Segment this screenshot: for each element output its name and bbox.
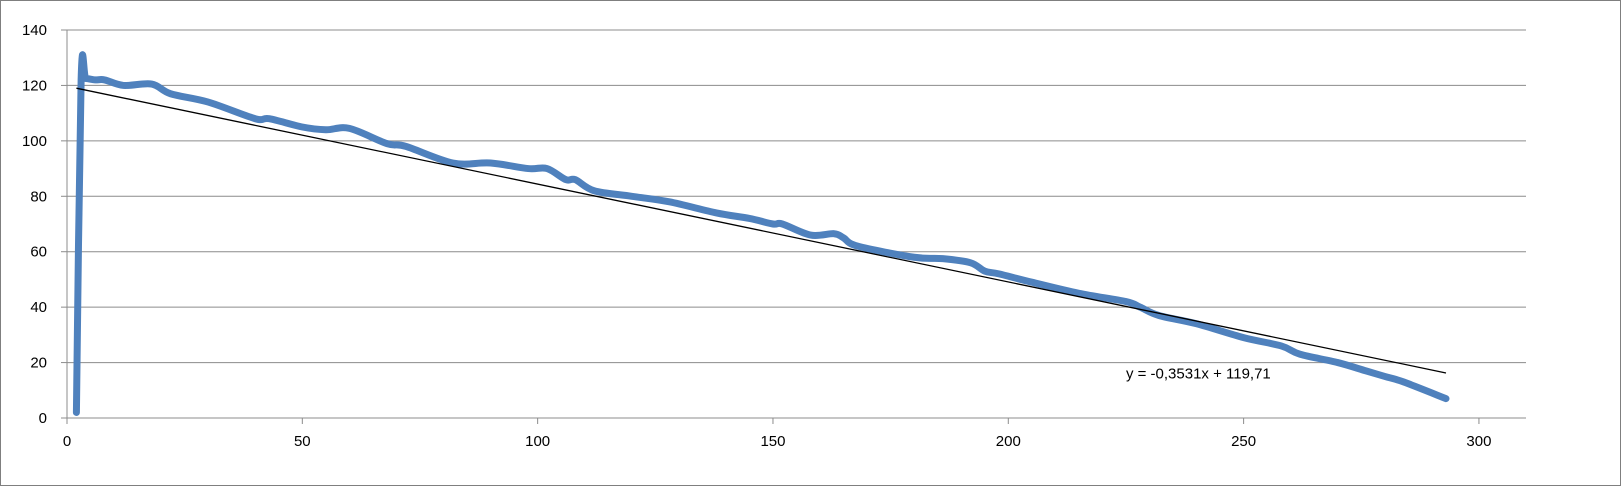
x-tick-label-50: 50	[294, 433, 311, 450]
x-tick-label-0: 0	[63, 433, 71, 450]
series-layer	[72, 51, 1450, 416]
y-tick-label-40: 40	[30, 299, 47, 316]
y-tick-label-140: 140	[22, 22, 47, 39]
y-tick-label-20: 20	[30, 355, 47, 372]
tick-labels: 0 20 40 60 80 100 120 140 0 50 100 150 200 250 300	[22, 22, 1491, 450]
series-line-0	[72, 51, 1450, 416]
axes	[61, 29, 1526, 424]
x-tick-label-150: 150	[760, 433, 785, 450]
trendline-layer	[76, 87, 1447, 374]
trendline-equation-label: y = -0,3531x + 119,71	[1126, 365, 1271, 382]
x-tick-label-250: 250	[1231, 433, 1256, 450]
y-tick-label-0: 0	[39, 410, 47, 427]
x-tick-label-300: 300	[1466, 433, 1491, 450]
y-tick-label-120: 120	[22, 77, 47, 94]
x-tick-label-100: 100	[525, 433, 550, 450]
x-tick-label-200: 200	[996, 433, 1021, 450]
trendline	[76, 87, 1447, 374]
gridlines	[67, 29, 1526, 364]
y-tick-label-100: 100	[22, 133, 47, 150]
y-tick-label-80: 80	[30, 188, 47, 205]
y-tick-label-60: 60	[30, 244, 47, 261]
